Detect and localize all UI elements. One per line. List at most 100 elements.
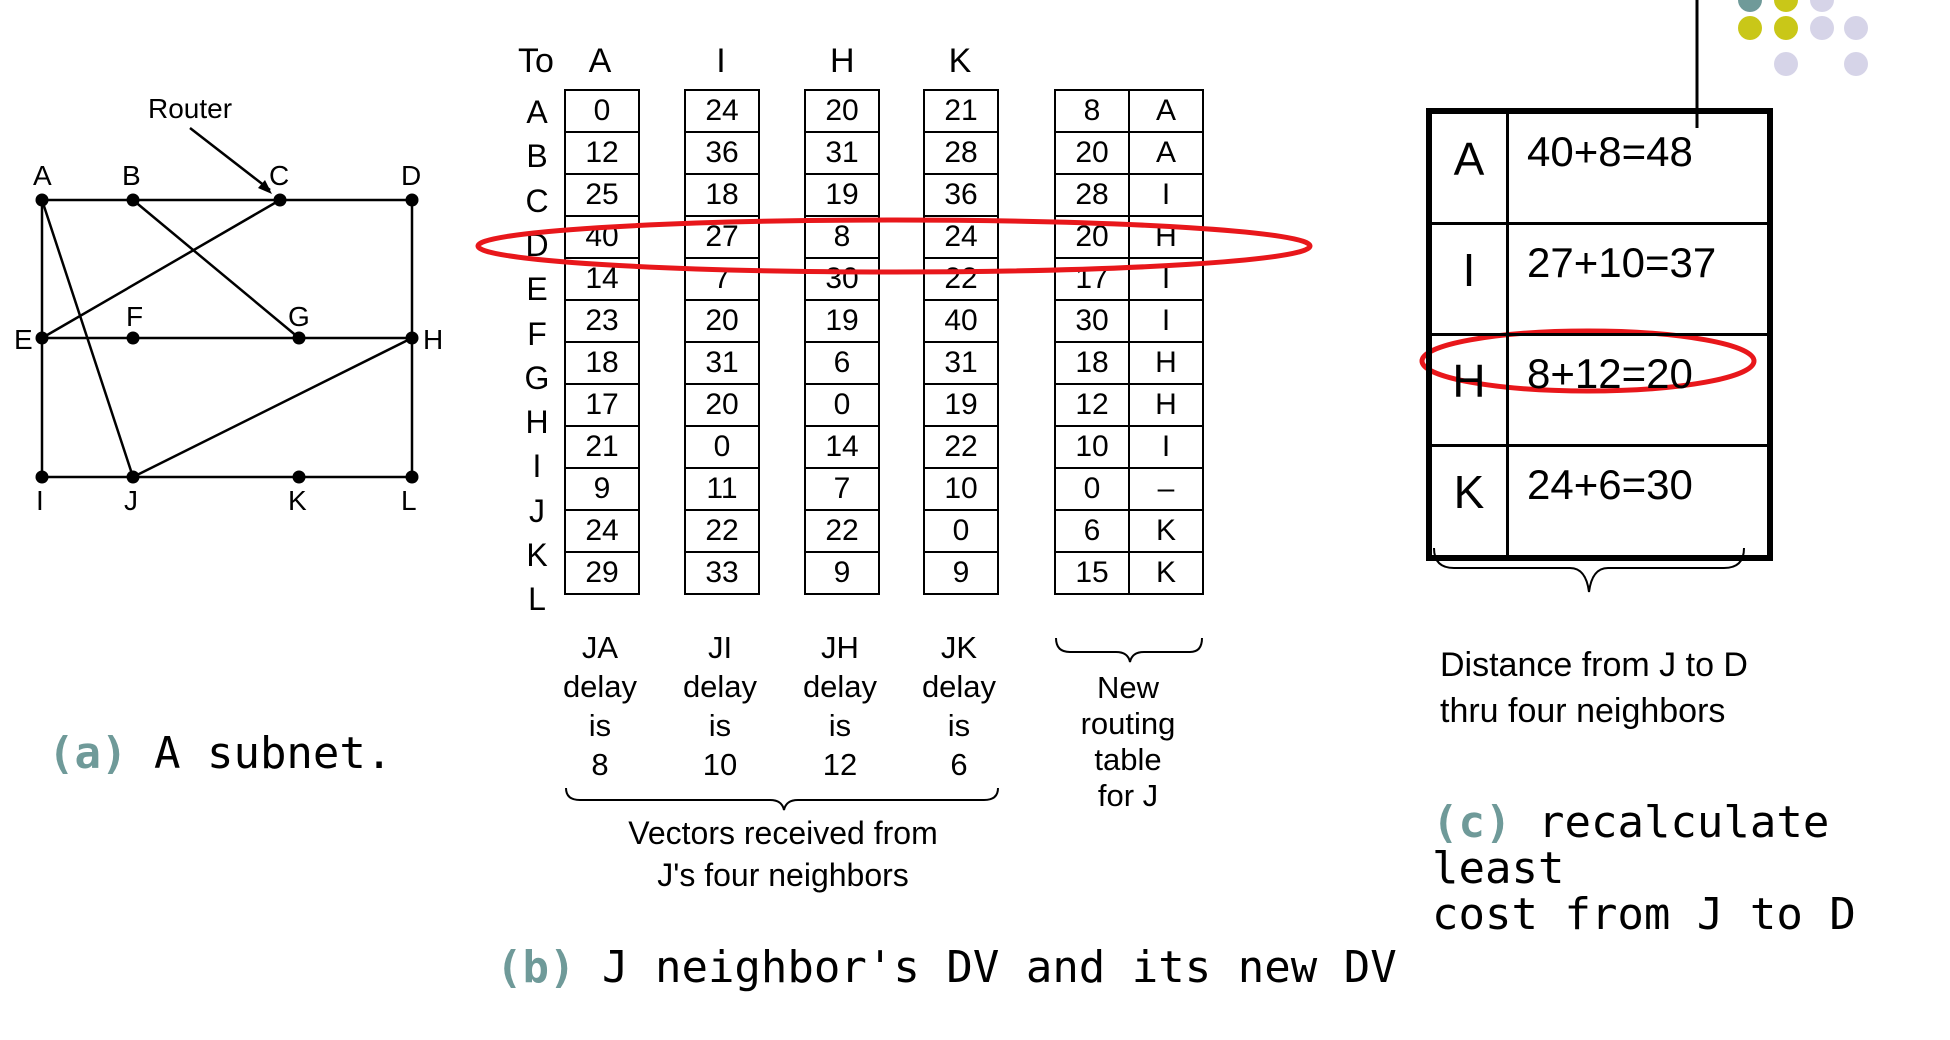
vector-cell: 9 [564, 467, 640, 511]
destination-label: B [526, 138, 548, 175]
new-table-caption: New routing table for J [1080, 670, 1176, 813]
table-row: 30 I [1054, 299, 1204, 343]
vector-cell: 40 [923, 299, 999, 343]
table-row: 20 [684, 299, 760, 343]
vector-cell: 25 [564, 173, 640, 217]
vector-table-h: 20 31 19 8 30 19 6 0 14 7 22 9 [804, 89, 880, 595]
caption-c-line1: recalculate least [1432, 797, 1830, 894]
expression-cell: 24+6=30 [1506, 444, 1772, 560]
caption-a-tag: (a) [48, 728, 128, 779]
vector-cell: 28 [923, 131, 999, 175]
neighbor-cell: H [1427, 333, 1509, 447]
new-delay-cell: 15 [1054, 551, 1130, 595]
table-row: 40 [923, 299, 999, 343]
vector-cell: 7 [684, 257, 760, 301]
neighbor-header-h: H [830, 42, 855, 80]
new-line-cell: H [1128, 383, 1204, 427]
vector-cell: 31 [923, 341, 999, 385]
table-row: 31 [684, 341, 760, 385]
table-row: 6 [804, 341, 880, 385]
vector-cell: 22 [684, 509, 760, 553]
table-row: 31 [923, 341, 999, 385]
vector-cell: 6 [804, 341, 880, 385]
caption-a-text: A subnet. [153, 728, 393, 779]
new-line-cell: H [1128, 341, 1204, 385]
node-label-a: A [33, 160, 52, 191]
table-row: 28 [923, 131, 999, 175]
delay-caption-k: JK delay is 6 [921, 630, 997, 782]
table-row: 36 [684, 131, 760, 175]
vector-cell: 18 [564, 341, 640, 385]
table-row: 12 [564, 131, 640, 175]
vector-cell: 31 [684, 341, 760, 385]
table-row: H 8+12=20 [1427, 333, 1772, 447]
vector-cell: 29 [564, 551, 640, 595]
to-label: To [518, 42, 554, 80]
vector-table-k: 21 28 36 24 22 40 31 19 22 10 0 9 [923, 89, 999, 595]
distance-caption: Distance from J to D thru four neighbors [1440, 646, 1748, 730]
new-line-cell: K [1128, 551, 1204, 595]
caption-c-line2: cost from J to D [1432, 889, 1856, 940]
destination-label: G [524, 359, 550, 396]
vector-cell: 22 [923, 425, 999, 469]
table-row: 40 [564, 215, 640, 259]
table-row: 0 [564, 89, 640, 133]
table-row: 25 [564, 173, 640, 217]
table-row: 0 [923, 509, 999, 553]
neighbor-cell: K [1427, 444, 1509, 560]
table-row: 20 A [1054, 131, 1204, 175]
table-row: 11 [684, 467, 760, 511]
table-row: 18 [564, 341, 640, 385]
expression-cell: 40+8=48 [1506, 109, 1772, 225]
node-label-g: G [288, 301, 310, 332]
destination-label: L [528, 581, 546, 618]
vector-cell: 20 [684, 383, 760, 427]
table-row: 15 K [1054, 551, 1204, 595]
table-row: 17 [564, 383, 640, 427]
vector-cell: 21 [923, 89, 999, 133]
caption-b: (b) J neighbor's DV and its new DV [496, 942, 1397, 993]
new-delay-cell: 8 [1054, 89, 1130, 133]
table-row: K 24+6=30 [1427, 444, 1772, 560]
new-delay-cell: 20 [1054, 131, 1130, 175]
destination-label: D [525, 226, 549, 263]
vectors-caption: Vectors received from J's four neighbors [628, 815, 938, 893]
vector-cell: 22 [923, 257, 999, 301]
node-label-k: K [288, 485, 307, 516]
table-row: 7 [804, 467, 880, 511]
table-row: 18 H [1054, 341, 1204, 385]
new-delay-cell: 6 [1054, 509, 1130, 553]
new-routing-table: 8 A 20 A 28 I 20 H 17 I 30 I 18 H 12 H 10 I 0–6 K 15 K [1054, 89, 1204, 595]
vector-cell: 0 [923, 509, 999, 553]
router-label: Router [148, 93, 232, 124]
neighbor-header-a: A [588, 42, 612, 80]
table-row: 9 [923, 551, 999, 595]
table-row: A 40+8=48 [1427, 109, 1772, 225]
vector-cell: 19 [804, 299, 880, 343]
table-row: 22 [923, 257, 999, 301]
table-row: 30 [804, 257, 880, 301]
vector-cell: 12 [564, 131, 640, 175]
table-row: 20 [684, 383, 760, 427]
vector-cell: 0 [804, 383, 880, 427]
new-line-cell: K [1128, 509, 1204, 553]
new-line-cell: I [1128, 425, 1204, 469]
table-row: 7 [684, 257, 760, 301]
table-row: 33 [684, 551, 760, 595]
new-line-cell: I [1128, 299, 1204, 343]
table-row: 18 [684, 173, 760, 217]
vector-cell: 21 [564, 425, 640, 469]
destination-label: A [526, 94, 548, 130]
caption-c: (c) recalculate least cost from J to D [1432, 800, 1950, 938]
node-label-e: E [14, 324, 33, 355]
vector-cell: 31 [804, 131, 880, 175]
new-line-cell: I [1128, 173, 1204, 217]
node-label-i: I [36, 485, 44, 516]
vector-cell: 0 [564, 89, 640, 133]
destination-label: C [525, 182, 549, 219]
vector-cell: 24 [684, 89, 760, 133]
new-line-cell: A [1128, 89, 1204, 133]
vector-cell: 23 [564, 299, 640, 343]
vector-table-i: 24 36 18 27 7 20 31 20 0 11 22 33 [684, 89, 760, 595]
